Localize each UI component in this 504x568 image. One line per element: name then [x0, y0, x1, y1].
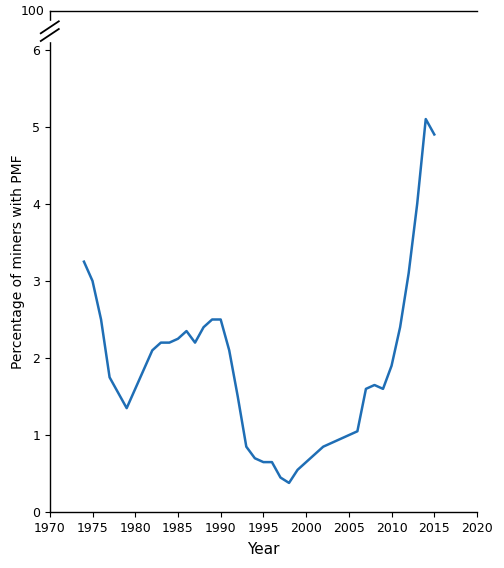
X-axis label: Year: Year: [247, 542, 280, 557]
Y-axis label: Percentage of miners with PMF: Percentage of miners with PMF: [11, 154, 25, 369]
Text: 100: 100: [21, 5, 45, 18]
Bar: [39, 22, 53, 41]
